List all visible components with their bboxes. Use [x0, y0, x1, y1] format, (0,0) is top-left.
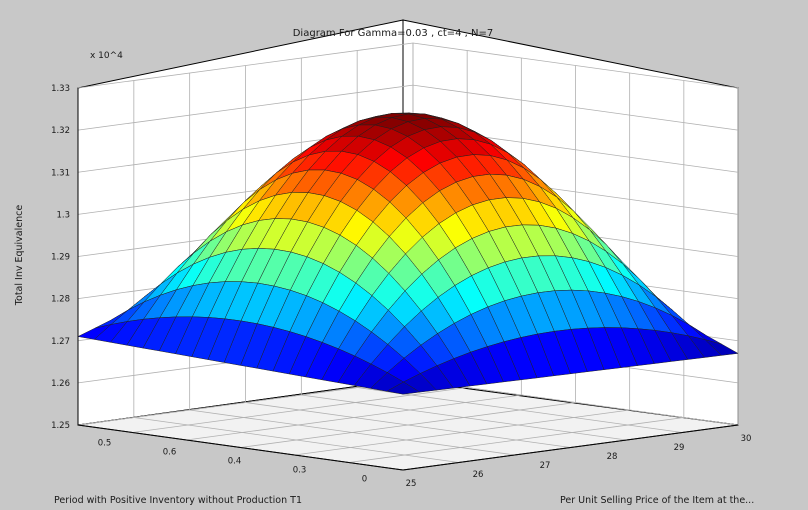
axes-lines	[77, 88, 739, 471]
x-tick-label: 0	[362, 475, 367, 485]
x-tick-label: 0.5	[98, 439, 112, 449]
x-tick-label: 0.3	[293, 466, 307, 476]
y-tick-label: 26	[473, 470, 484, 480]
surface-mesh	[77, 112, 739, 395]
y-tick-label: 25	[406, 479, 417, 489]
y-tick-label: 30	[741, 434, 752, 444]
z-tick-label: 1.27	[51, 337, 70, 347]
y-tick-labels: 25 26 27 28 29 30	[406, 434, 752, 489]
z-tick-label: 1.25	[51, 421, 70, 431]
grid-line-floor	[77, 379, 414, 426]
z-tick-label: 1.31	[51, 168, 70, 178]
y-tick-label: 28	[607, 452, 618, 462]
grid-line-floor	[132, 387, 468, 433]
z-tick-labels: 1.25 1.26 1.27 1.28 1.29 1.3 1.31 1.32 1.33	[51, 84, 70, 431]
surface-patch	[386, 381, 421, 395]
z-exponent-label: x 10^4	[90, 51, 123, 61]
z-tick-label: 1.26	[51, 379, 70, 389]
x-tick-label: 0.6	[163, 448, 177, 458]
z-tick-label: 1.28	[51, 295, 70, 305]
chart-title: Diagram For Gamma=0.03 , ct=4 , N=7	[293, 28, 494, 39]
z-axis-label: Total Inv Equivalence	[14, 205, 25, 307]
y-axis-label: Per Unit Selling Price of the Item at th…	[560, 495, 754, 506]
y-tick-label: 27	[540, 461, 551, 471]
grid-line-floor	[412, 379, 739, 426]
z-tick-label: 1.3	[56, 210, 70, 220]
z-tick-label: 1.29	[51, 253, 70, 263]
x-tick-labels: 0.5 0.6 0.4 0.3 0	[98, 439, 367, 485]
x-tick-label: 0.4	[228, 457, 242, 467]
z-tick-label: 1.33	[51, 84, 70, 94]
x-axis-label: Period with Positive Inventory without P…	[54, 495, 302, 506]
z-tick-label: 1.32	[51, 126, 70, 136]
y-tick-label: 29	[674, 443, 685, 453]
